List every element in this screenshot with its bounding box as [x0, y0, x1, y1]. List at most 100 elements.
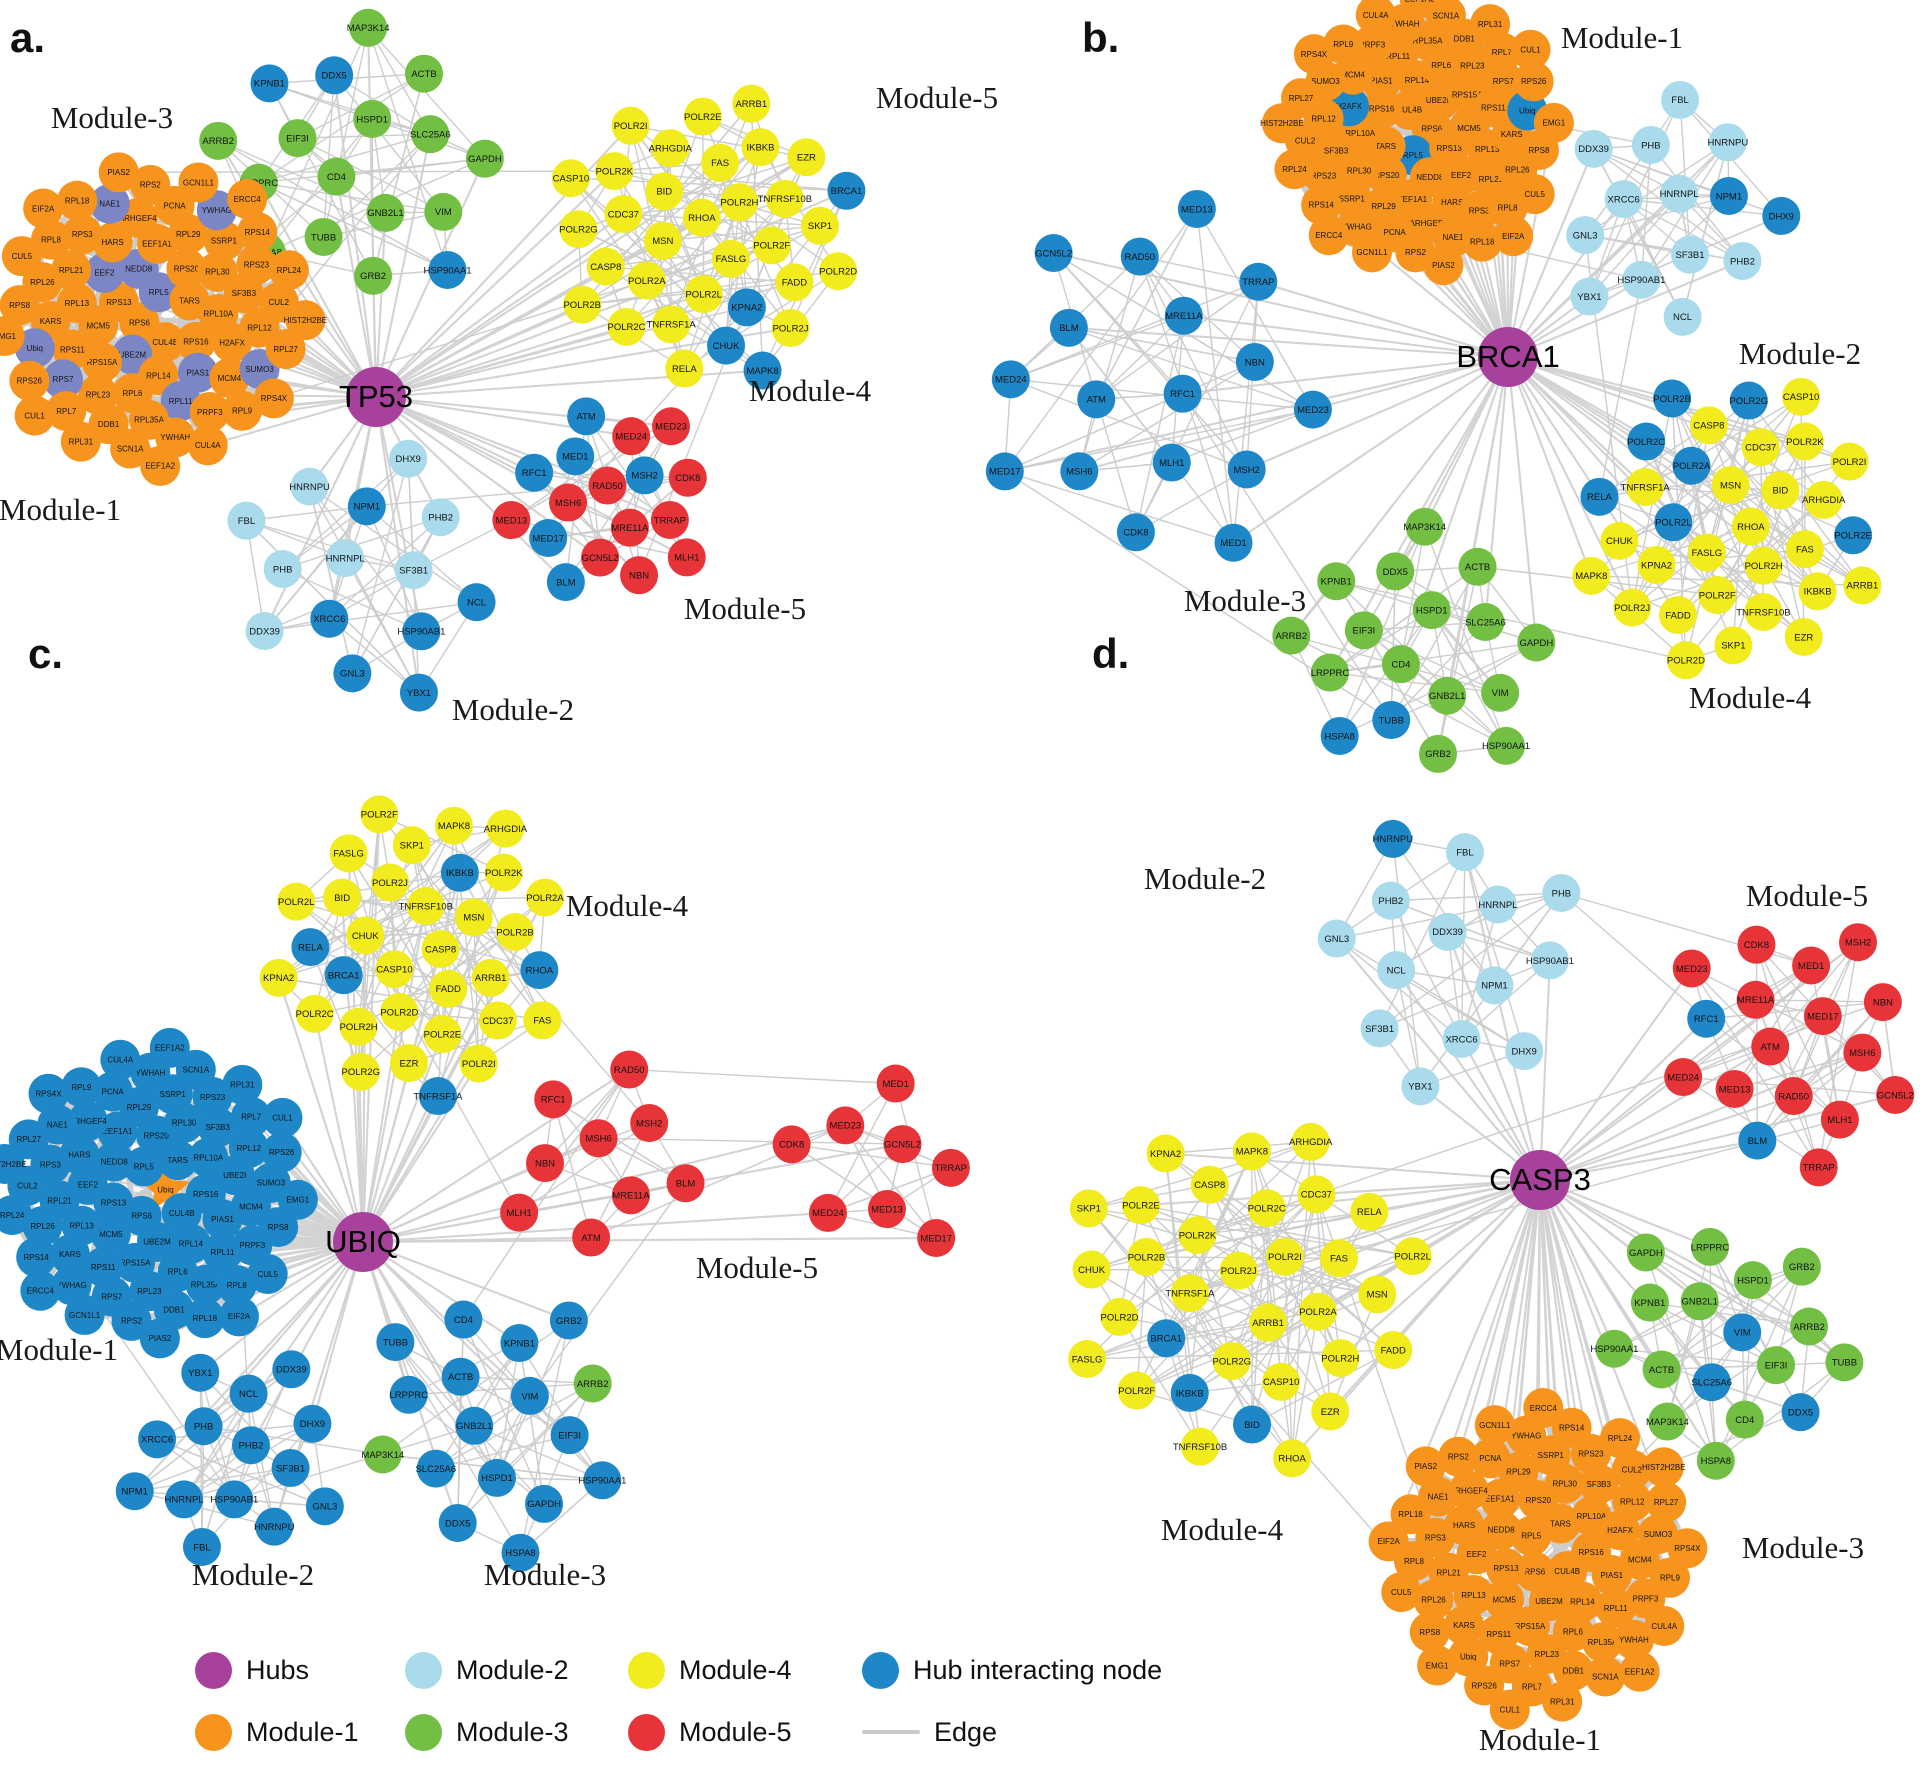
- gene-node: [1293, 390, 1332, 429]
- gene-node: [261, 1132, 302, 1173]
- gene-label: RPS20: [174, 264, 200, 273]
- legend-item-hubs: Hubs: [195, 1650, 309, 1690]
- gene-node: [310, 599, 349, 638]
- gene-label: TRRAP: [1242, 277, 1274, 288]
- gene-label: HSPA8: [1324, 731, 1354, 742]
- gene-label: MED13: [1719, 1084, 1751, 1095]
- gene-node: [1274, 149, 1315, 190]
- gene-label: CUL5: [1391, 1588, 1412, 1597]
- gene-label: RPL27: [1289, 94, 1314, 103]
- gene-label: EIF3I: [558, 1430, 581, 1441]
- panel-letter: d.: [1092, 630, 1129, 677]
- gene-label: CD4: [1735, 1415, 1754, 1426]
- gene-node: [652, 407, 691, 446]
- module-2-nodes: DDX39 NPM1 NCL HNRNPL XRCC6 PHB2 HSP90AB1 SF3B1…: [1317, 819, 1581, 1106]
- gene-label: ARHGEF4: [119, 214, 157, 223]
- module-3-nodes: GNB2L1 VIM HSPD1 ACTB EIF3I SLC25A6 KPNB1 GAPDH…: [361, 1300, 626, 1572]
- gene-node: [1582, 1622, 1623, 1663]
- gene-node: [1834, 516, 1873, 555]
- gene-label: EIF3I: [1765, 1360, 1788, 1371]
- gene-label: RPS4X: [35, 1090, 62, 1099]
- gene-label: PRPF3: [197, 408, 223, 417]
- gene-label: POLR2A: [1673, 461, 1711, 472]
- gene-label: RFC1: [522, 468, 547, 479]
- gene-node: [394, 551, 433, 590]
- gene-label: RPL5: [149, 288, 170, 297]
- gene-label: GCN5L2: [1877, 1090, 1914, 1101]
- gene-label: CDC37: [608, 209, 639, 220]
- gene-node: [1478, 885, 1517, 924]
- gene-label: RPL35A: [191, 1281, 221, 1290]
- gene-label: CASP8: [425, 944, 456, 955]
- gene-node: [1214, 523, 1253, 562]
- gene-label: XRCC6: [313, 614, 345, 625]
- gene-node: [14, 395, 55, 436]
- gene-node: [581, 538, 620, 577]
- hub-label: UBIQ: [325, 1224, 401, 1259]
- gene-node: [683, 97, 722, 136]
- gene-label: YWHAG: [56, 1281, 86, 1290]
- gene-label: RPL23: [1535, 1650, 1560, 1659]
- gene-label: XRCC6: [1608, 194, 1640, 205]
- gene-label: RPL9: [1333, 40, 1354, 49]
- gene-label: CASP10: [553, 174, 589, 185]
- gene-node: [1513, 61, 1554, 102]
- gene-label: RPS2: [1405, 248, 1426, 257]
- gene-label: CDK8: [779, 1140, 804, 1151]
- gene-label: HSPD1: [356, 114, 388, 125]
- gene-node: [317, 157, 356, 196]
- gene-label: RPL27: [17, 1135, 42, 1144]
- hub-label: TP53: [339, 379, 413, 414]
- gene-node: [1599, 1418, 1640, 1459]
- gene-label: RPL23: [1460, 61, 1485, 70]
- gene-node: [421, 930, 460, 969]
- gene-node: [529, 519, 568, 558]
- gene-label: SF3B3: [205, 1123, 230, 1132]
- gene-label: EEF1A2: [145, 462, 175, 471]
- gene-label: TNFRSF10B: [1173, 1442, 1227, 1453]
- gene-label: RPL8: [227, 1281, 248, 1290]
- gene-label: MRE11A: [1737, 995, 1775, 1006]
- gene-node: [1376, 552, 1415, 591]
- gene-label: UBE2M: [1426, 96, 1454, 105]
- gene-label: RPL21: [1436, 1568, 1461, 1577]
- gene-label: VIM: [435, 207, 452, 218]
- gene-label: RPS23: [200, 1093, 226, 1102]
- gene-label: POLR2H: [340, 1022, 378, 1033]
- gene-label: RPS26: [1471, 1681, 1497, 1690]
- gene-label: BLM: [556, 577, 576, 588]
- gene-label: RPL7: [56, 407, 77, 416]
- gene-node: [991, 360, 1030, 399]
- gene-node: [801, 206, 840, 245]
- gene-node: [62, 214, 103, 255]
- gene-node: [1672, 446, 1711, 485]
- gene-label: GAPDH: [1629, 1248, 1663, 1259]
- gene-node: [457, 583, 496, 622]
- gene-label: RHOA: [688, 213, 716, 224]
- gene-node: [1373, 819, 1412, 858]
- gene-label: H2AFX: [1336, 102, 1362, 111]
- gene-node: [247, 1254, 288, 1295]
- gene-label: UBE2M: [143, 1238, 171, 1247]
- gene-label: CD4: [1391, 659, 1410, 670]
- gene-label: EEF1A1: [1485, 1495, 1515, 1504]
- gene-node: [1212, 1342, 1251, 1381]
- gene-label: CUL1: [1520, 46, 1541, 55]
- gene-node: [1117, 1371, 1156, 1410]
- gene-node: [349, 8, 388, 47]
- gene-label: RPL29: [1506, 1468, 1531, 1477]
- gene-label: POLR2D: [380, 1007, 418, 1018]
- gene-label: POLR2G: [559, 225, 598, 236]
- gene-label: DDX5: [445, 1518, 470, 1529]
- gene-node: [229, 1374, 268, 1413]
- gene-label: FBL: [193, 1542, 210, 1553]
- gene-node: [376, 1323, 415, 1362]
- gene-label: RPL6: [168, 1268, 189, 1277]
- gene-label: RPL6: [122, 389, 143, 398]
- gene-label: RHOA: [1737, 522, 1765, 533]
- gene-node: [277, 1179, 318, 1220]
- legend-label: Module-1: [246, 1716, 359, 1747]
- gene-label: RPS15A: [1452, 90, 1483, 99]
- gene-label: POLR2D: [1101, 1312, 1139, 1323]
- gene-node: [237, 212, 278, 253]
